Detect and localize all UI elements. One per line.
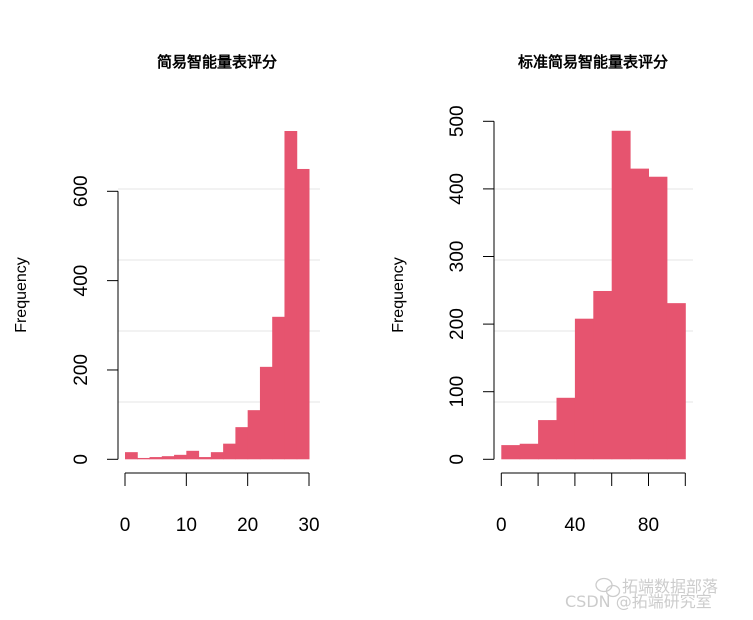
histogram-bar (666, 303, 686, 460)
histogram-bar (223, 443, 236, 460)
chart-title: 标准简易智能量表评分 (517, 53, 668, 71)
y-tick-label: 300 (447, 241, 468, 273)
histogram-bar (284, 131, 298, 460)
histogram-bar (574, 318, 594, 460)
histogram-bar (519, 443, 539, 460)
x-tick-label: 40 (564, 515, 585, 536)
histogram-bar (593, 290, 613, 460)
histogram-bar (538, 420, 557, 460)
y-axis-label: Frequency (13, 257, 30, 333)
y-tick-label: 200 (71, 354, 92, 386)
y-tick-label: 600 (71, 175, 92, 207)
histogram-bar (186, 450, 200, 460)
histogram-standard-mmse: 标准简易智能量表评分 Frequency 0 100 200 300 400 500 0 40… (390, 53, 686, 536)
histogram-bar (125, 452, 138, 460)
watermark-line1: 拓端数据部落 (622, 577, 718, 596)
histogram-bar (630, 168, 649, 460)
histogram-bar (272, 316, 285, 460)
histogram-bar (161, 456, 175, 460)
y-tick-label: 100 (447, 376, 468, 408)
histogram-bar (648, 176, 668, 460)
x-tick-label: 0 (496, 515, 507, 536)
histogram-bar (137, 457, 151, 460)
histogram-bar (198, 457, 212, 460)
y-tick-label: 500 (447, 105, 468, 137)
y-tick-label: 400 (71, 265, 92, 297)
histogram-bar (247, 410, 261, 460)
histogram-mmse: 简易智能量表评分 Frequency 0 200 400 600 0 10 20 30 (13, 53, 320, 536)
wechat-icon (595, 577, 621, 598)
watermark: 拓端数据部落 CSDN @拓端研究室 (565, 577, 718, 611)
y-tick-label: 400 (447, 173, 468, 205)
x-tick-label: 0 (120, 515, 131, 536)
y-axis-label: Frequency (390, 257, 407, 333)
watermark-line2: CSDN @拓端研究室 (565, 592, 712, 611)
y-tick-label: 0 (447, 454, 468, 465)
histogram-bar (149, 457, 163, 460)
chart-title: 简易智能量表评分 (157, 53, 277, 71)
histogram-bar (501, 445, 521, 460)
x-tick-label: 20 (237, 515, 258, 536)
x-tick-label: 10 (176, 515, 197, 536)
histogram-bar (556, 397, 576, 460)
x-tick-label: 80 (638, 515, 659, 536)
histogram-bar (210, 452, 224, 460)
y-tick-label: 200 (447, 308, 468, 340)
y-tick-label: 0 (71, 454, 92, 465)
histogram-bar (259, 366, 273, 460)
histogram-bar (611, 130, 631, 460)
histogram-bar (296, 168, 310, 460)
background-gridlines (118, 188, 693, 403)
histogram-bar (235, 427, 249, 460)
histogram-bar (174, 454, 187, 460)
x-tick-label: 30 (298, 515, 319, 536)
